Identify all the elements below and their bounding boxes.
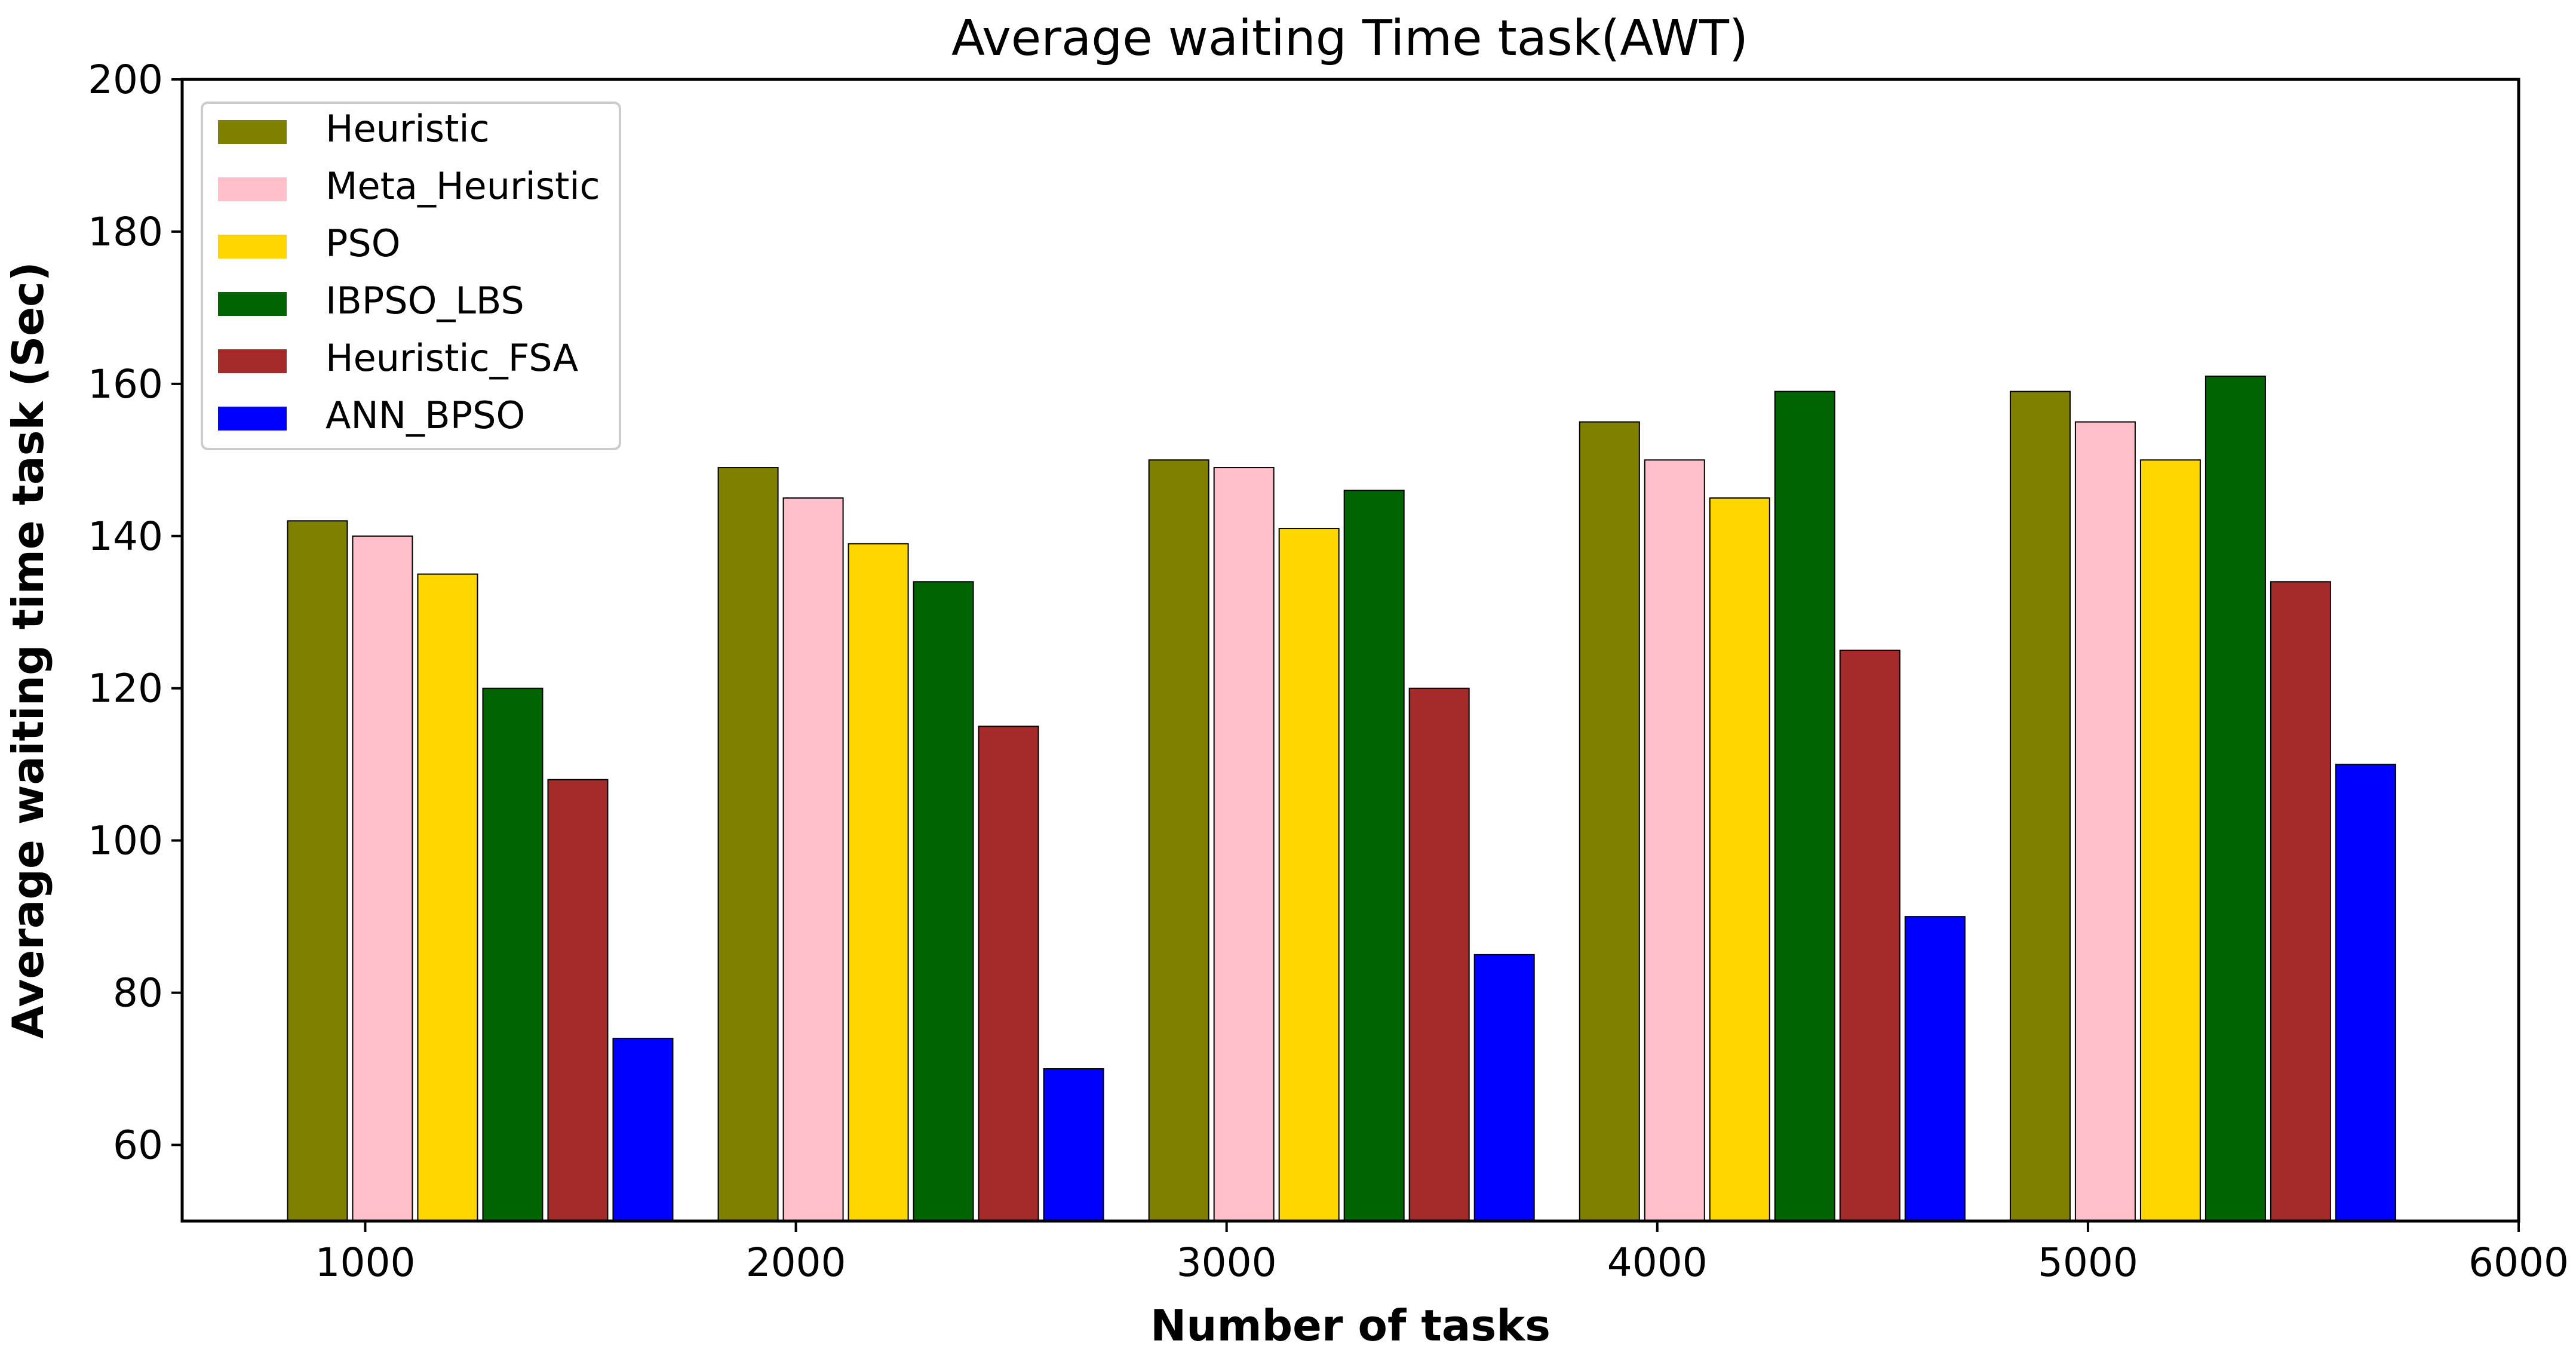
bar-ibpso-lbs-1000 [482,687,544,1222]
legend-swatch-heuristic-fsa [218,349,287,373]
legend-swatch-ann-bpso [218,407,287,431]
bar-pso-1000 [417,573,478,1222]
bar-heuristic-4000 [1579,421,1640,1222]
bar-ann-bpso-1000 [612,1038,674,1222]
x-axis-label: Number of tasks [1150,1300,1550,1351]
y-tick-label-200: 200 [88,57,163,103]
y-axis-label: Average waiting time task (Sec) [3,262,53,1038]
bar-ann-bpso-3000 [1473,954,1535,1222]
legend-swatch-pso [218,235,287,259]
y-tick-label-160: 160 [88,361,163,407]
bar-ibpso-lbs-3000 [1343,490,1405,1222]
y-tick-label-140: 140 [88,514,163,559]
bars-group [287,376,2396,1222]
legend-swatch-meta-heuristic [218,177,287,201]
bar-meta-heuristic-5000 [2074,421,2136,1222]
bar-ibpso-lbs-2000 [913,581,974,1222]
y-tick-label-120: 120 [88,666,163,712]
y-tick-label-180: 180 [88,209,163,255]
bar-heuristic-fsa-5000 [2270,581,2331,1222]
bar-heuristic-fsa-4000 [1839,650,1900,1222]
plot-frame [180,78,2520,1223]
bar-ann-bpso-4000 [1904,916,1966,1222]
bar-meta-heuristic-4000 [1644,459,1705,1222]
bar-heuristic-5000 [2009,390,2071,1222]
legend-label-meta-heuristic: Meta_Heuristic [326,164,600,208]
y-tick-label-80: 80 [113,970,163,1016]
x-tick-label-2000: 2000 [746,1240,846,1286]
x-tick-label-5000: 5000 [2038,1240,2138,1286]
legend-label-pso: PSO [326,222,401,265]
bar-ann-bpso-2000 [1043,1068,1104,1222]
legend-label-heuristic: Heuristic [326,107,490,150]
legend-label-ibpso-lbs: IBPSO_LBS [326,279,524,322]
y-axis: 60 80 100 120 140 160 180 200 [88,57,182,1169]
x-tick-label-6000: 6000 [2468,1240,2569,1286]
legend-label-heuristic-fsa: Heuristic_FSA [326,336,578,380]
chart-title: Average waiting Time task(AWT) [951,10,1748,67]
bar-heuristic-fsa-1000 [547,779,609,1222]
legend-label-ann-bpso: ANN_BPSO [326,393,525,437]
bar-heuristic-3000 [1148,459,1209,1222]
bar-ibpso-lbs-4000 [1774,390,1835,1222]
y-tick-label-60: 60 [113,1123,163,1169]
x-tick-label-4000: 4000 [1607,1240,1708,1286]
y-tick-label-100: 100 [88,818,163,864]
legend-swatch-ibpso-lbs [218,292,287,316]
legend: Heuristic Meta_Heuristic PSO IBPSO_LBS Heuri… [201,102,621,450]
bar-heuristic-fsa-2000 [978,725,1039,1222]
bar-pso-5000 [2139,459,2201,1222]
bar-ibpso-lbs-5000 [2205,376,2266,1222]
legend-swatch-heuristic [218,120,287,144]
bar-pso-2000 [848,543,909,1222]
bar-meta-heuristic-2000 [782,497,844,1222]
bar-heuristic-2000 [717,467,779,1222]
bar-pso-3000 [1278,528,1340,1222]
bar-heuristic-1000 [287,520,348,1222]
bar-meta-heuristic-1000 [352,535,413,1222]
bar-heuristic-fsa-3000 [1408,687,1470,1222]
x-tick-label-1000: 1000 [315,1240,415,1286]
bar-ann-bpso-5000 [2335,764,2396,1222]
x-axis: 1000 2000 3000 4000 5000 6000 [315,1221,2569,1286]
bar-pso-4000 [1709,497,1770,1222]
bar-meta-heuristic-3000 [1213,467,1275,1222]
x-tick-label-3000: 3000 [1177,1240,1277,1286]
legend-box [201,102,621,450]
